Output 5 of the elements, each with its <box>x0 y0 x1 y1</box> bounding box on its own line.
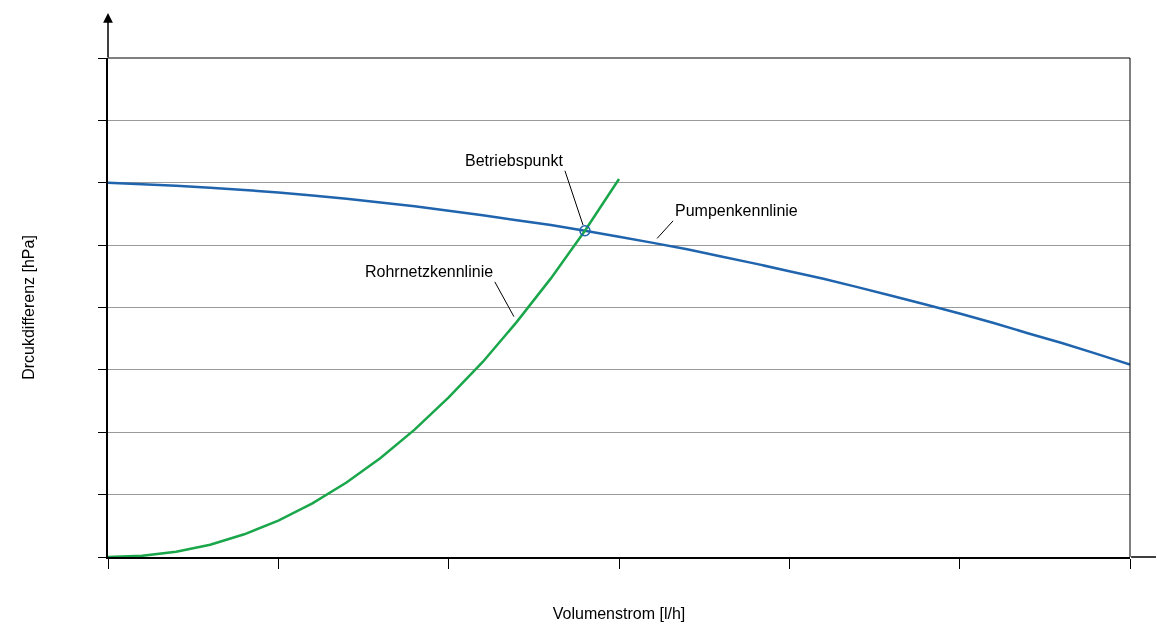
x-axis-title: Volumenstrom [l/h] <box>552 604 686 622</box>
text: Rohrnetzkennlinie <box>365 263 494 280</box>
text: Betriebspunkt <box>465 152 564 169</box>
series-label: Pumpenkennlinie <box>675 202 798 219</box>
y-axis-title: Drcukdifferenz [hPa] <box>19 235 37 380</box>
